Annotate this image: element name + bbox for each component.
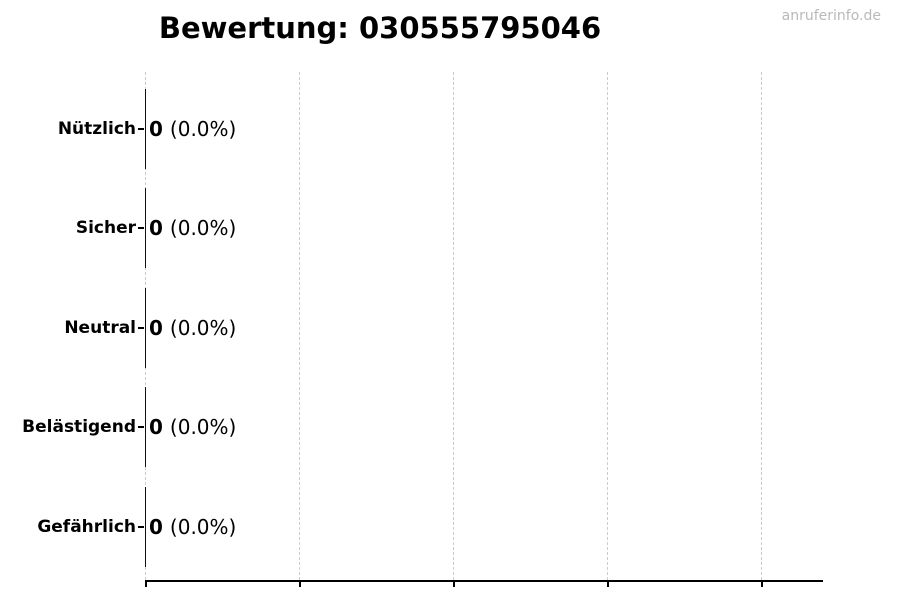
value-label: 0 (0.0%) bbox=[149, 415, 236, 439]
category-label: Gefährlich bbox=[37, 517, 136, 537]
x-axis-tick bbox=[761, 582, 763, 587]
category-label: Nützlich bbox=[57, 119, 136, 139]
chart-title: Bewertung: 030555795046 bbox=[158, 11, 602, 45]
x-axis-tick bbox=[607, 582, 609, 587]
value-percent: (0.0%) bbox=[169, 216, 237, 240]
category-label: Neutral bbox=[64, 318, 136, 338]
value-percent: (0.0%) bbox=[169, 415, 237, 439]
value-percent: (0.0%) bbox=[169, 515, 237, 539]
y-axis-tick bbox=[138, 227, 144, 229]
value-label: 0 (0.0%) bbox=[149, 316, 236, 340]
value-count: 0 bbox=[149, 415, 163, 439]
bar-zero-edge bbox=[145, 487, 146, 567]
value-count: 0 bbox=[149, 316, 163, 340]
x-axis-tick bbox=[145, 582, 147, 587]
y-axis-tick bbox=[138, 128, 144, 130]
value-percent: (0.0%) bbox=[169, 117, 237, 141]
bar-zero-edge bbox=[145, 387, 146, 467]
y-axis-tick bbox=[138, 526, 144, 528]
value-label: 0 (0.0%) bbox=[149, 117, 236, 141]
value-count: 0 bbox=[149, 515, 163, 539]
value-count: 0 bbox=[149, 216, 163, 240]
watermark-text: anruferinfo.de bbox=[781, 8, 881, 24]
bar-zero-edge bbox=[145, 89, 146, 169]
bar-zero-edge bbox=[145, 288, 146, 368]
x-axis-tick bbox=[299, 582, 301, 587]
bar-zero-edge bbox=[145, 188, 146, 268]
gridline bbox=[761, 72, 762, 580]
gridline bbox=[453, 72, 454, 580]
value-count: 0 bbox=[149, 117, 163, 141]
x-axis-tick bbox=[453, 582, 455, 587]
value-label: 0 (0.0%) bbox=[149, 515, 236, 539]
plot-area bbox=[145, 72, 823, 587]
gridline bbox=[299, 72, 300, 580]
gridline bbox=[607, 72, 608, 580]
y-axis-tick bbox=[138, 426, 144, 428]
category-label: Sicher bbox=[75, 218, 136, 238]
value-label: 0 (0.0%) bbox=[149, 216, 236, 240]
y-axis-tick bbox=[138, 327, 144, 329]
category-label: Belästigend bbox=[22, 417, 136, 437]
value-percent: (0.0%) bbox=[169, 316, 237, 340]
